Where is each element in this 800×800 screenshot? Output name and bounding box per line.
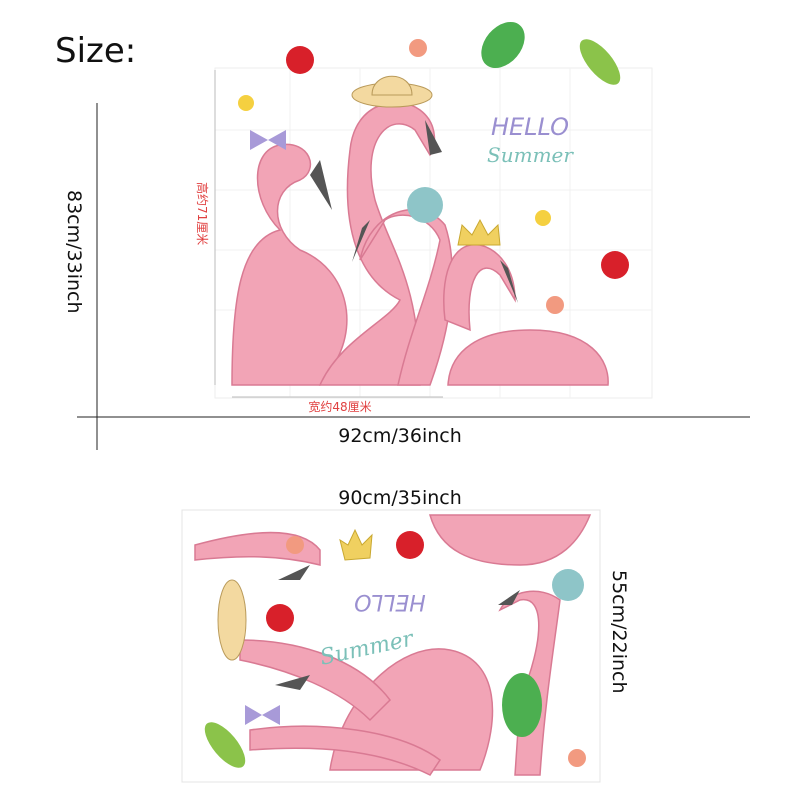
flamingo: [443, 243, 609, 386]
leaf: [481, 21, 525, 69]
artwork-text: HELLO: [491, 113, 569, 141]
bow: [245, 705, 280, 725]
hat: [217, 579, 247, 661]
leaf: [502, 673, 542, 737]
width-label: 90cm/35inch: [338, 487, 462, 509]
height-label: 55cm/22inch: [608, 570, 630, 694]
crown: [457, 218, 501, 246]
artwork-text: HELLO: [354, 589, 426, 614]
beak: [275, 565, 520, 690]
inner-width-label: 宽约48厘米: [308, 399, 371, 414]
flower: [601, 251, 629, 279]
artwork-text: Summer: [487, 143, 574, 167]
width-label: 92cm/36inch: [338, 425, 462, 447]
flamingo: [231, 143, 348, 386]
crown: [339, 528, 373, 561]
flower: [552, 569, 584, 601]
flower: [409, 39, 427, 57]
flamingo: [429, 514, 592, 566]
flower: [286, 536, 304, 554]
flamingo: [239, 639, 442, 776]
flower: [407, 187, 443, 223]
leaf: [579, 39, 621, 85]
flower: [266, 604, 294, 632]
height-label: 83cm/33inch: [63, 190, 85, 314]
flower: [535, 210, 551, 226]
flower: [396, 531, 424, 559]
flamingo: [318, 101, 436, 386]
flower: [568, 749, 586, 767]
size-title: Size:: [55, 31, 136, 71]
bow: [250, 130, 286, 150]
flower: [286, 46, 314, 74]
hat: [371, 75, 413, 96]
inner-height-label: 高约71厘米: [195, 182, 210, 245]
leaf: [204, 722, 246, 768]
flower: [238, 95, 254, 111]
flower: [546, 296, 564, 314]
